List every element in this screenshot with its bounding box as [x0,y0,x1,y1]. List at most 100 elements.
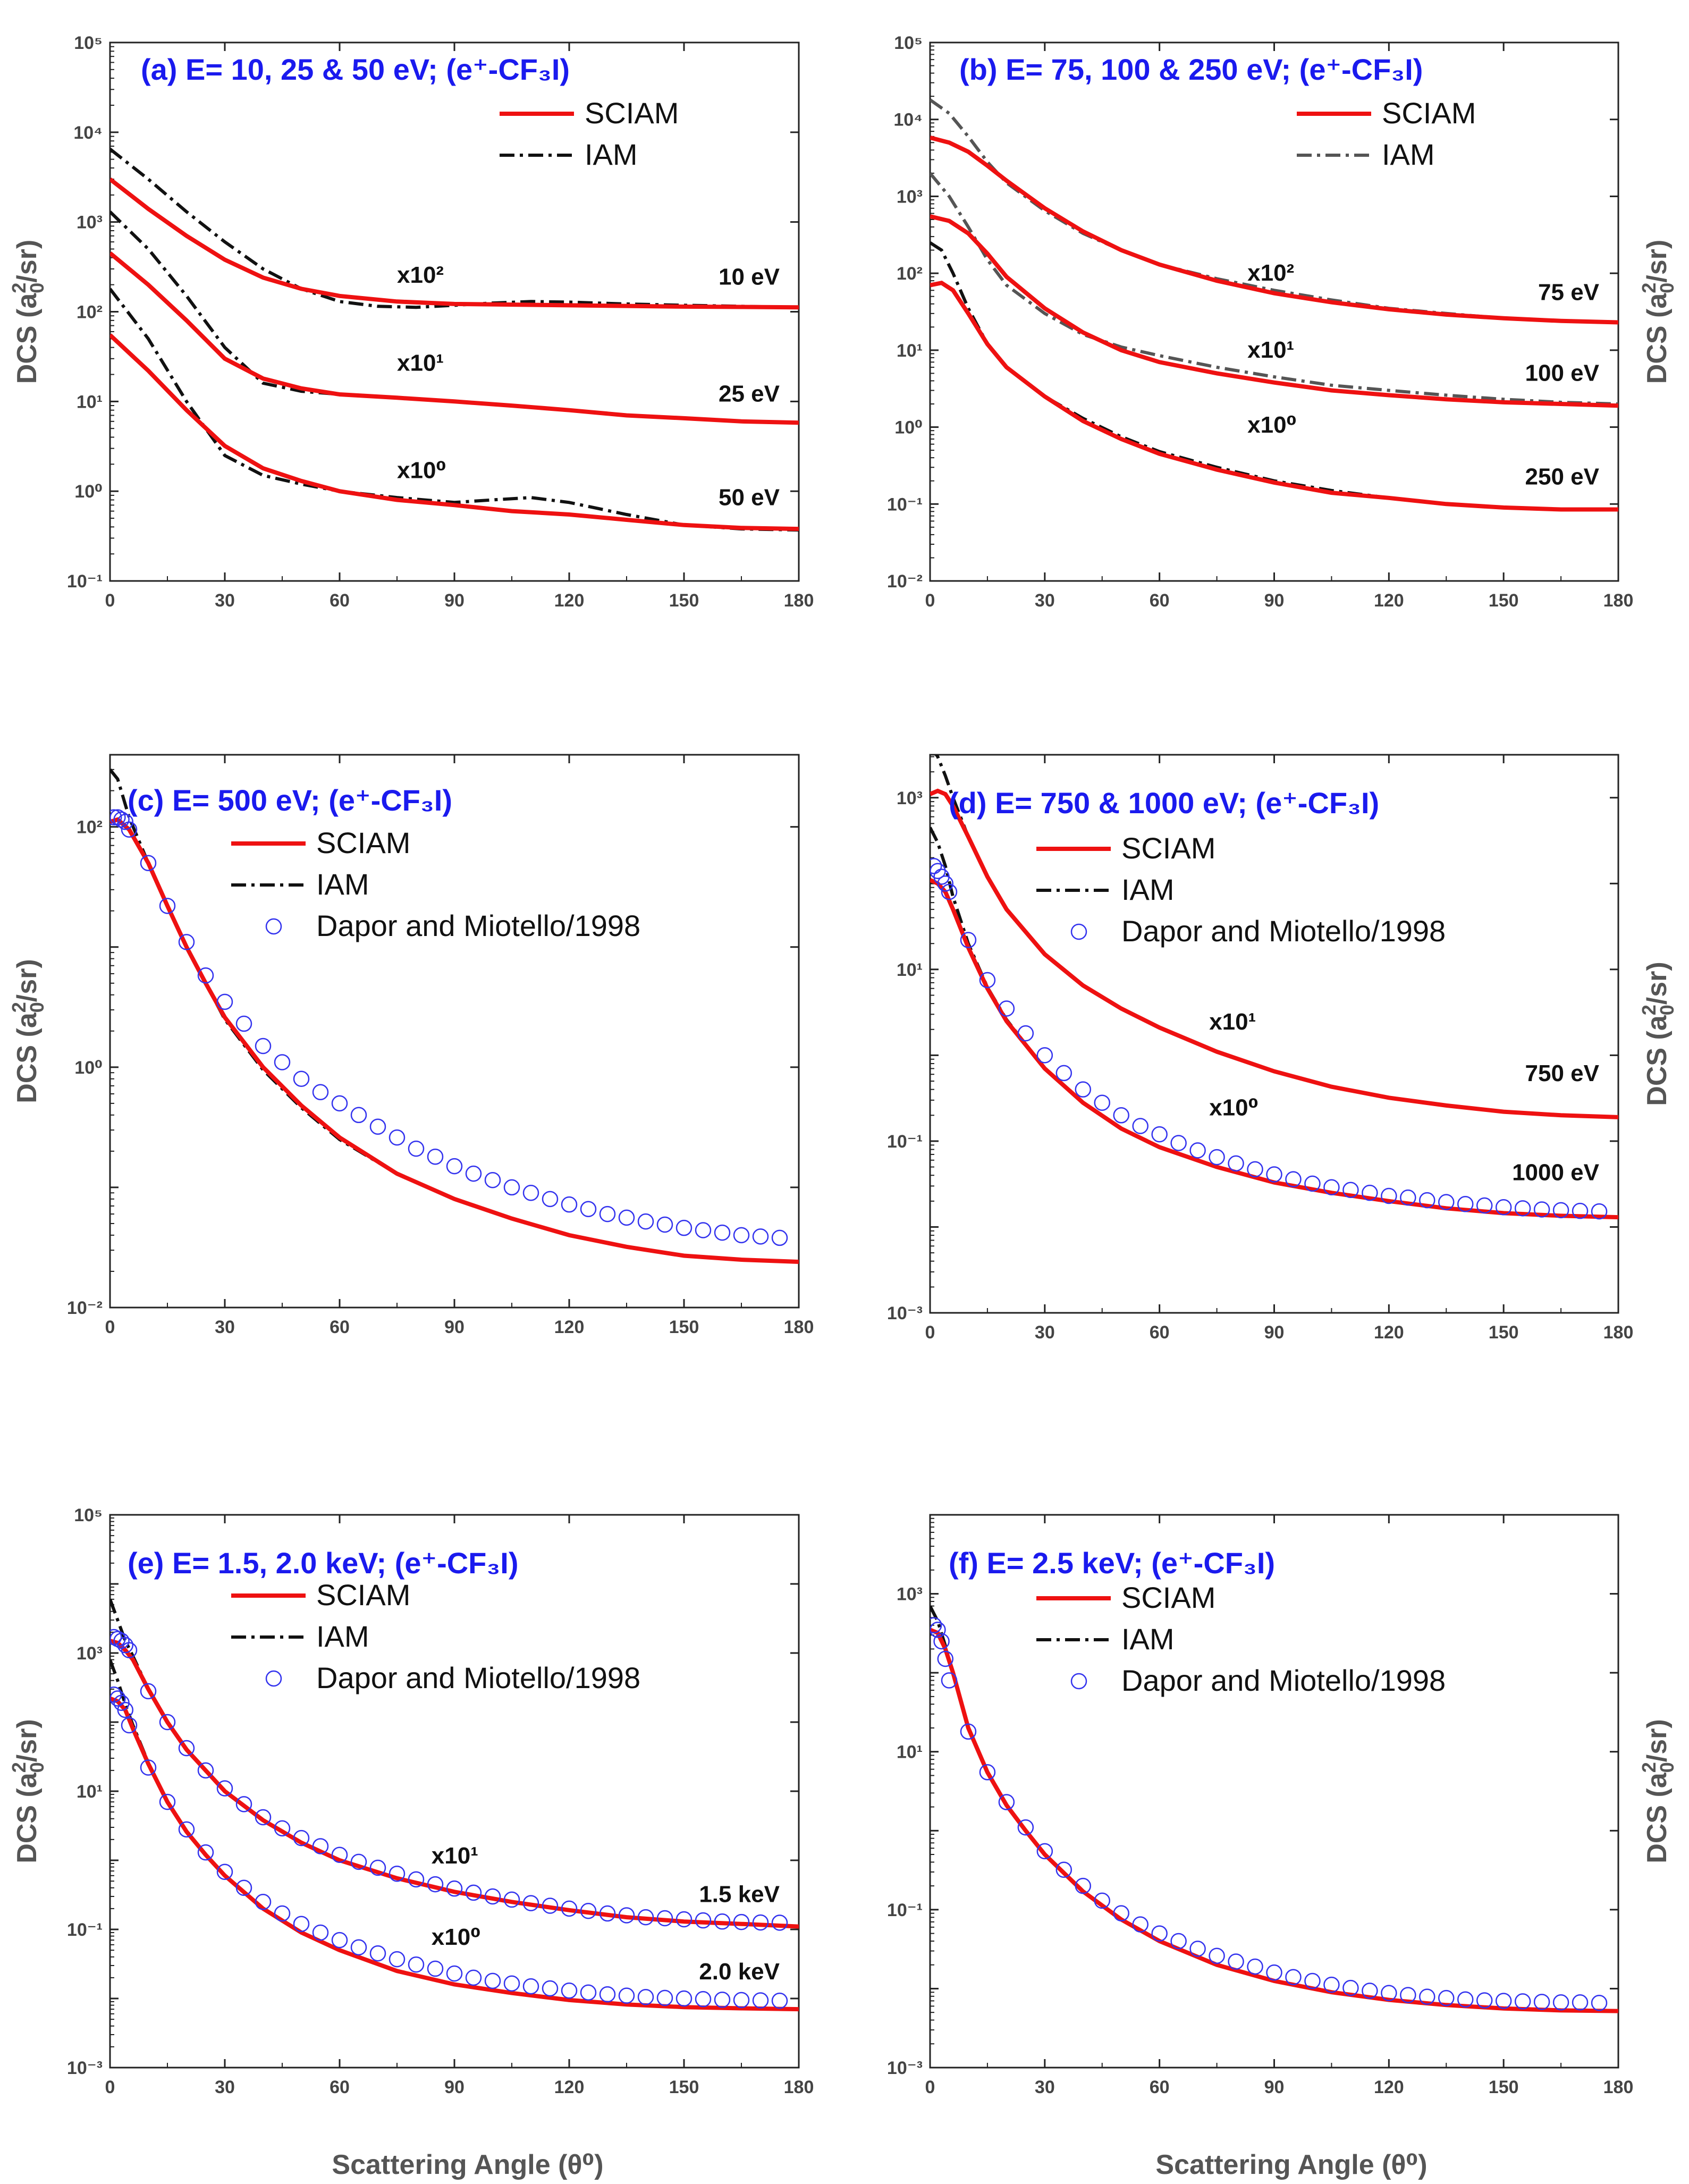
series-dapor-and-miotello-1998-2.0keV-point [312,1924,329,1941]
series-dapor-and-miotello-1998-2.0keV-point [197,1844,214,1861]
series-dapor-and-miotello-1998-point [1591,1203,1608,1220]
series-dapor-and-miotello-1998-2.0keV-point [178,1821,195,1838]
series-dapor-and-miotello-1998-2.0keV-point [446,1965,463,1982]
series-dapor-and-miotello-1998-point [1228,1953,1244,1970]
panel-a: 0 30 60 90 120 150 180 10⁻¹ 10⁰ 10¹ 10² 10³ 10⁴ 10⁵ DC… [8,33,814,611]
series-dapor-and-miotello-1998-1.5keV-point [465,1884,482,1901]
y-tick-label: 10⁵ [74,1505,103,1525]
series-dapor-and-miotello-1998-2.0keV-point [503,1975,520,1992]
x-tick-label: 60 [330,2077,350,2097]
energy-label: 25 eV [719,381,780,407]
series-dapor-and-miotello-1998-point [1247,1161,1263,1178]
series-dapor-and-miotello-1998-1.5keV-point [216,1780,233,1797]
series-dapor-and-miotello-1998-point [110,809,126,825]
series-dapor-and-miotello-1998-point [1055,1065,1072,1082]
series-dapor-and-miotello-1998-point [1514,1993,1531,2010]
series-dapor-and-miotello-1998-point [561,1196,578,1213]
series-sciam-10eV-line [110,177,799,310]
series-dapor-and-miotello-1998-point [1400,1189,1416,1206]
plot-area [930,1605,1618,2013]
series-dapor-and-miotello-1998-2.0keV-point [110,1690,126,1707]
series-dapor-and-miotello-1998-1.5keV-point [522,1895,539,1911]
series-dapor-and-miotello-1998-2.0keV-point [484,1972,501,1989]
series-sciam-75eV-line [930,136,1618,325]
y-tick-label: 10³ [77,1643,103,1664]
series-sciam-25eV-line [110,251,799,425]
series-dapor-and-miotello-1998-point [1266,1166,1282,1183]
series-dapor-and-miotello-1998-2.0keV-point [465,1969,482,1986]
series-dapor-and-miotello-1998-point [1304,1972,1321,1989]
y-tick-label: 10³ [897,1584,923,1605]
y-axis-title-sub: 0 [1656,1005,1678,1015]
series-dapor-and-miotello-1998-1.5keV-point [714,1913,731,1930]
series-dapor-and-miotello-1998-1.5keV-point [446,1880,463,1897]
series-dapor-and-miotello-1998-point [331,1095,348,1112]
series-dapor-and-miotello-1998-point [1362,1983,1378,1999]
legend-label: Dapor and Miotello/1998 [1121,1664,1446,1697]
series-dapor-and-miotello-1998-point [1552,1994,1569,2011]
series-dapor-and-miotello-1998-point [427,1148,444,1165]
y-axis-title-sup: 2 [8,1002,30,1013]
series-dapor-and-miotello-1998-2.0keV-point [331,1932,348,1949]
series-iam-100eV-line [930,172,1618,406]
series-dapor-and-miotello-1998-point [1381,1187,1397,1204]
series-dapor-and-miotello-1998-2.0keV-point [695,1991,712,2008]
series-dapor-and-miotello-1998-point [1495,1199,1512,1216]
y-axis-title-sup: 2 [1638,283,1660,293]
series-dapor-and-miotello-1998-2.0keV-point [599,1986,616,2003]
series-dapor-and-miotello-1998-point [941,1672,958,1689]
series-dapor-and-miotello-1998-point [979,972,996,989]
energy-label: 75 eV [1538,279,1600,305]
x-tick-label: 180 [784,2077,814,2097]
series-dapor-and-miotello-1998-point [1189,1142,1206,1159]
y-tick-label: 10² [77,302,103,323]
y-tick-label: 10⁵ [894,33,923,53]
legend-label: SCIAM [1382,96,1476,130]
y-tick-label: 10¹ [897,1742,923,1763]
x-tick-label: 30 [215,1317,235,1337]
x-tick-label: 150 [669,591,699,611]
series-dapor-and-miotello-1998-point [1476,1197,1493,1214]
legend-label: IAM [1121,873,1175,906]
plot-frame [109,754,800,1309]
y-tick-label: 10¹ [77,392,103,412]
series-dapor-and-miotello-1998-point [1419,1988,1435,2005]
energy-label: 1000 eV [1512,1160,1600,1186]
series-dapor-and-miotello-1998-2.0keV-point [369,1945,386,1962]
y-axis-title-part: DCS (a [1642,293,1673,384]
series-dapor-and-miotello-1998-point [1381,1985,1397,2001]
series-dapor-and-miotello-1998-point [1362,1184,1378,1201]
series-dapor-and-miotello-1998-2.0keV-point [561,1982,578,1999]
series-iam-50eV-line [110,288,799,532]
series-dapor-and-miotello-1998-point [714,1224,731,1241]
x-tick-label: 30 [1035,2077,1055,2097]
legend-label: IAM [316,1620,369,1653]
plot-frame [109,41,800,582]
x-tick-label: 0 [105,2077,115,2097]
series-dapor-and-miotello-1998-point [1533,1994,1550,2010]
series-dapor-and-miotello-1998-point [580,1201,597,1217]
panels-container: 0 30 60 90 120 150 180 10⁻¹ 10⁰ 10¹ 10² 10³ 10⁴ 10⁵ DC… [8,33,1678,2097]
x-tick-label: 180 [784,591,814,611]
x-tick-label: 60 [1150,1322,1170,1343]
series-dapor-and-miotello-1998-2.0keV-point [255,1894,272,1910]
series-dapor-and-miotello-1998-1.5keV-point [312,1838,329,1854]
legend-marker-dapor [1070,1673,1087,1690]
series-dapor-and-miotello-1998-point [1055,1861,1072,1878]
legend-label: SCIAM [1121,831,1215,865]
legend-label: SCIAM [585,96,679,130]
y-axis-title-sub: 0 [26,283,48,293]
x-tick-label: 90 [444,1317,465,1337]
x-tick-label: 180 [1603,2077,1634,2097]
series-sciam-50eV-line [110,333,799,532]
series-dapor-and-miotello-1998-point [1036,1047,1053,1064]
series-dapor-and-miotello-1998-point [1476,1992,1493,2009]
series-dapor-and-miotello-1998-point [695,1222,712,1238]
x-tick-label: 30 [215,2077,235,2097]
y-axis-title-sub: 0 [1656,283,1678,293]
series-dapor-and-miotello-1998-point [675,1219,693,1236]
series-dapor-and-miotello-1998-1.5keV-point [350,1853,367,1870]
series-dapor-and-miotello-1998-1.5keV-point [427,1876,444,1893]
panel-b: 0 30 60 90 120 150 180 10⁻² 10⁻¹ 10⁰ 10¹ 10² 10³ 10⁴ 1… [887,33,1678,611]
series-dapor-and-miotello-1998-1.5keV-point [408,1871,425,1888]
